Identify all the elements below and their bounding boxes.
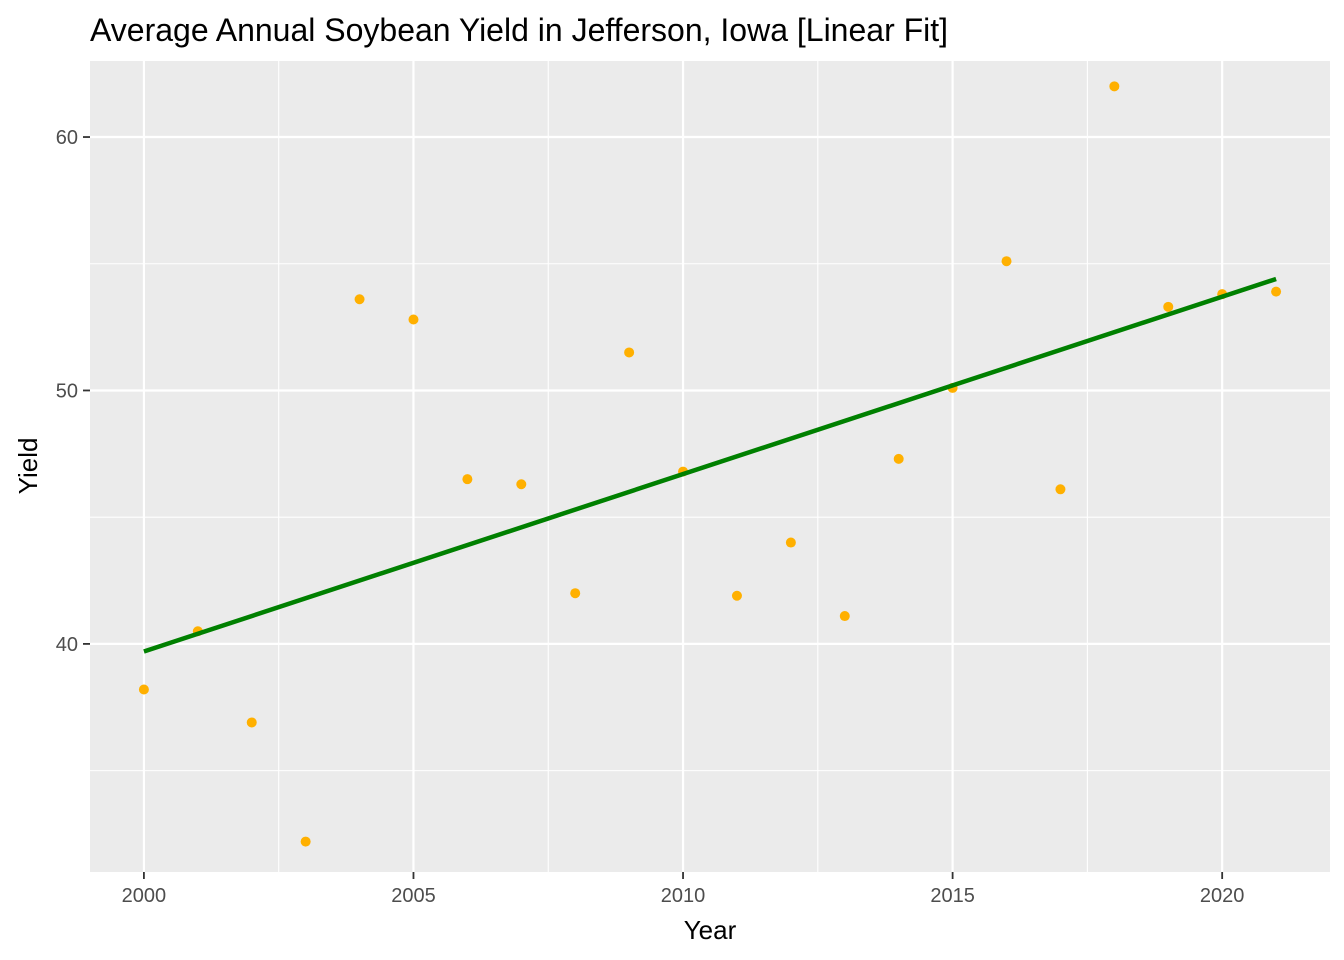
major-gridlines [90,61,1330,872]
data-point [839,611,850,622]
data-point [354,294,365,305]
data-point [785,537,796,548]
data-point [1271,286,1282,297]
y-axis-ticks: 40 50 60 [56,127,90,656]
data-point [570,588,581,599]
minor-gridlines [90,61,1330,872]
data-point [893,453,904,464]
data-point [246,717,257,728]
fit-line-group [143,276,1277,654]
data-point [1163,301,1174,312]
data-point [138,684,149,695]
data-point [731,590,742,601]
data-point [300,836,311,847]
data-point [462,474,473,485]
x-tick-label: 2010 [661,885,706,907]
chart-title: Average Annual Soybean Yield in Jefferso… [90,12,948,48]
data-point [1001,256,1012,267]
x-axis-title: Year [684,915,737,945]
data-point [1109,81,1120,92]
data-point [408,314,419,325]
y-tick-label: 40 [56,634,78,656]
linear-fit-line [143,276,1277,654]
x-tick-label: 2005 [391,885,436,907]
x-tick-label: 2015 [930,885,975,907]
y-tick-label: 50 [56,380,78,402]
data-point [1055,484,1066,495]
x-tick-label: 2020 [1200,885,1245,907]
y-tick-label: 60 [56,127,78,149]
x-axis-ticks: 2000 2005 2010 2015 2020 [122,872,1245,907]
y-axis-title: Yield [13,438,43,495]
x-tick-label: 2000 [122,885,167,907]
data-point [624,347,635,358]
data-point [516,479,527,490]
